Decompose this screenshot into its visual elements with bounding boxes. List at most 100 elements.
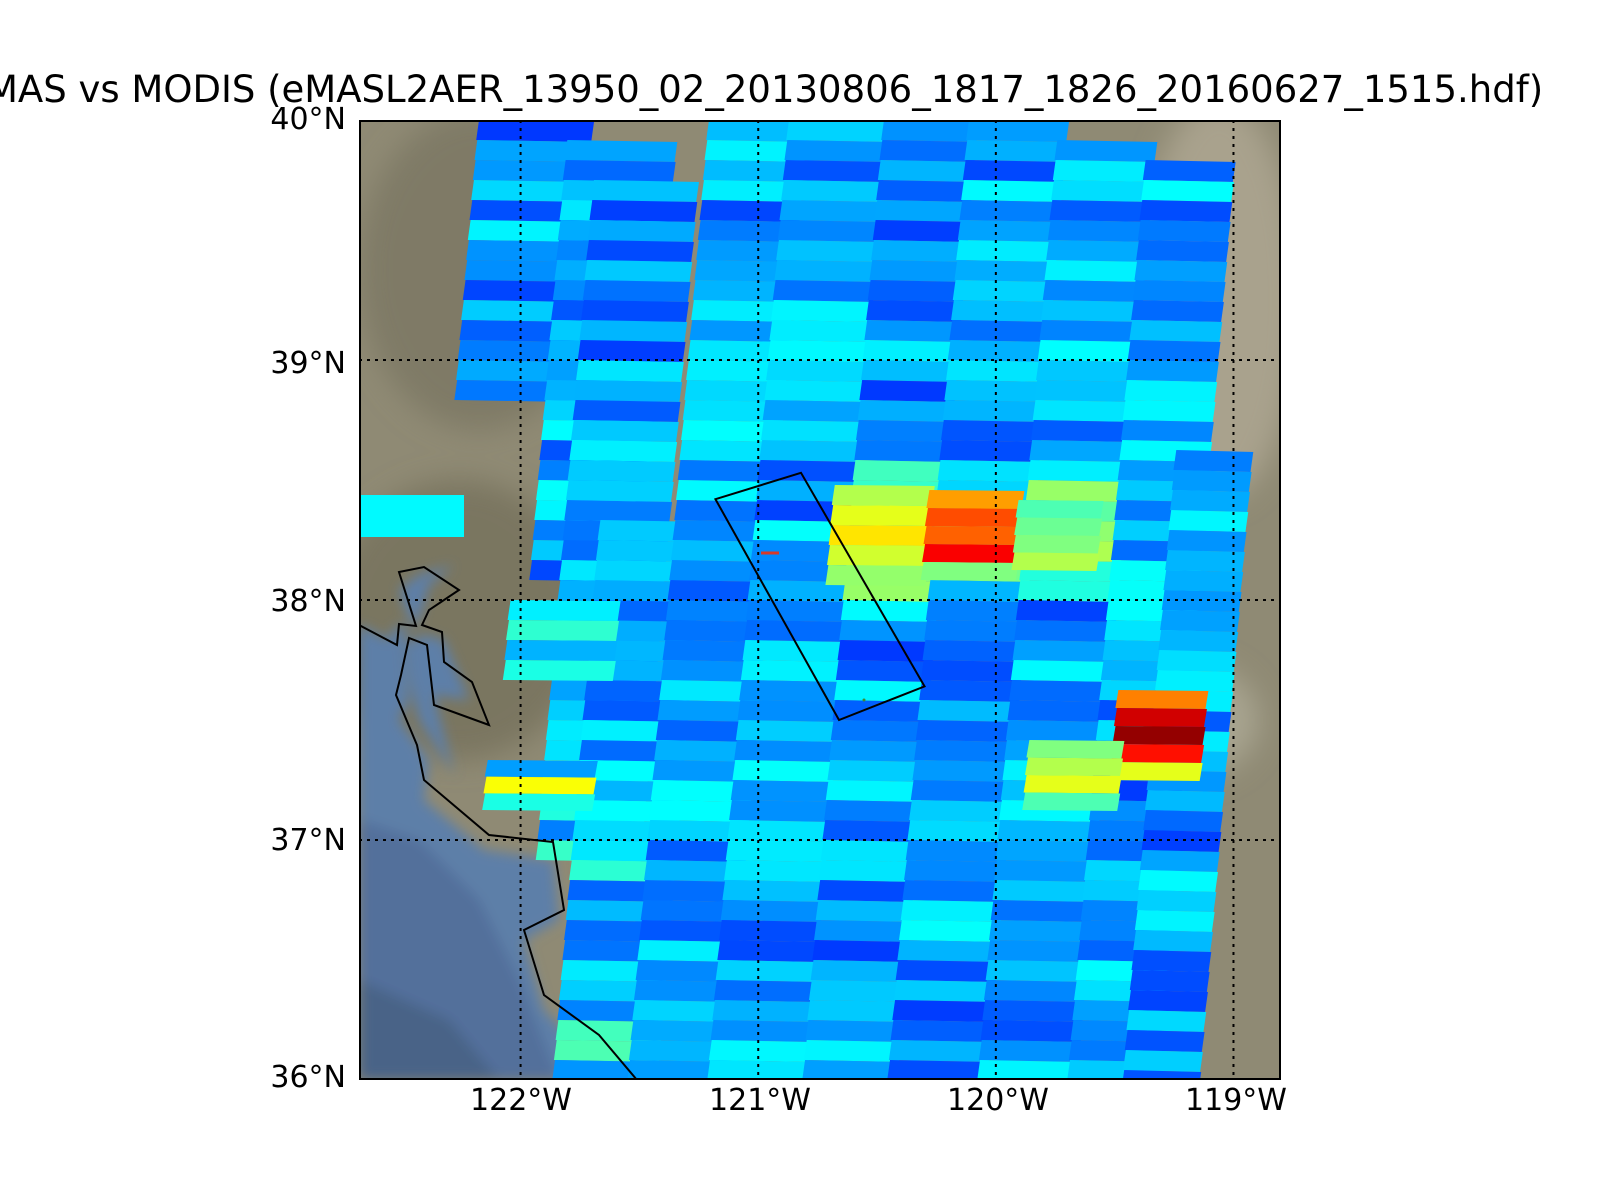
aod-cell [687,340,791,362]
aod-cell [727,820,831,842]
aod-cell [1132,280,1226,302]
aod-cell [859,380,958,402]
aod-cell [1034,380,1138,402]
aod-cell [692,280,796,302]
aod-cell [808,980,907,1002]
aod-cell [717,940,821,962]
aod-plume-cell [1025,757,1123,776]
aod-cell [856,420,954,442]
aod-cell [954,260,1058,282]
aod-cell [769,320,873,342]
aod-cell [1029,440,1133,462]
aod-plume-cell [830,505,934,526]
aod-plume-cell [920,562,1019,581]
aod-cell [1039,320,1143,342]
aod-cell [562,160,676,182]
aod-cell [776,240,879,262]
aod-cell [1012,640,1116,662]
aod-cell [824,800,922,822]
aod-cell [642,880,746,902]
aod-cell [810,960,909,982]
aod-cell [819,860,917,882]
aod-cell [459,320,578,342]
aod-cell [876,180,974,202]
aod-plume-cell [922,544,1021,563]
aod-cell [874,200,973,222]
aod-cell [647,820,751,842]
aod-cell [912,760,1016,782]
aod-plume-cell [1109,762,1203,781]
aod-cell [1131,300,1224,322]
aod-cell [1017,580,1121,602]
aod-cell [577,340,686,362]
aod-cell [591,180,699,202]
aod-cell [1124,1030,1205,1052]
aod-cell [467,220,586,242]
aod-cell [462,280,581,302]
aod-plume-cell [482,793,596,811]
aod-cell [995,840,1099,862]
aod-cell [764,380,868,402]
aod-plume-cell [1011,552,1100,571]
aod-cell [704,140,808,162]
aod-cell [900,900,1004,922]
aod-cell [461,300,579,322]
aod-cell [852,460,951,482]
aod-cell [472,160,591,182]
aod-cell [627,1060,731,1080]
aod-cell [919,680,1022,702]
lon-label-122w: 122°W [470,1083,572,1118]
aod-cell [1122,1070,1202,1080]
aod-cell [697,220,801,242]
aod-cell [956,240,1059,262]
aod-cell [639,920,742,942]
aod-cell [1133,930,1213,952]
aod-cell [1129,970,1210,992]
map-border [359,120,1281,1080]
aod-cell [734,740,837,762]
aod-cell [784,140,888,162]
aod-cell [879,140,978,162]
aod-cell [966,120,1069,142]
aod-cell [964,140,1068,162]
aod-cell [476,120,594,142]
aod-cell [779,200,883,222]
aod-cell [1155,670,1235,692]
aod-cell [652,760,756,782]
aod-cell [1015,600,1119,622]
aod-plume-cell [1111,744,1205,763]
aod-cell [814,920,912,942]
aod-cell [729,800,832,822]
aod-cell [1032,400,1136,422]
aod-plume-cell [506,620,619,641]
aod-cell [674,500,778,522]
aod-cell [888,1040,992,1062]
aod-cell [767,340,871,362]
aod-cell [1051,180,1154,202]
aod-cell [825,780,924,802]
aod-cell [722,880,826,902]
aod-cell [902,880,1006,902]
aod-cell [867,280,966,302]
aod-cell [947,340,1051,362]
map-frame [359,120,1281,1080]
aod-cell [1134,910,1215,932]
aod-cell [750,540,854,562]
aod-cell [1010,660,1114,682]
aod-cell [1041,300,1144,322]
aod-cell [961,180,1064,202]
aod-plume-cell [1012,535,1101,554]
flight-track-box [713,471,927,722]
aod-cell [745,600,849,622]
aod-cell [771,300,874,322]
aod-cell [812,940,911,962]
aod-cell [905,840,1009,862]
aod-cell [978,1040,1082,1062]
aod-cell [949,320,1053,342]
aod-cell [712,1000,816,1022]
aod-cell [660,660,764,682]
aod-cell [677,460,781,482]
map-title: MAS vs MODIS (eMASL2AER_13950_02_2013080… [0,68,1600,118]
aod-cell [675,480,779,502]
aod-cell [581,300,689,322]
